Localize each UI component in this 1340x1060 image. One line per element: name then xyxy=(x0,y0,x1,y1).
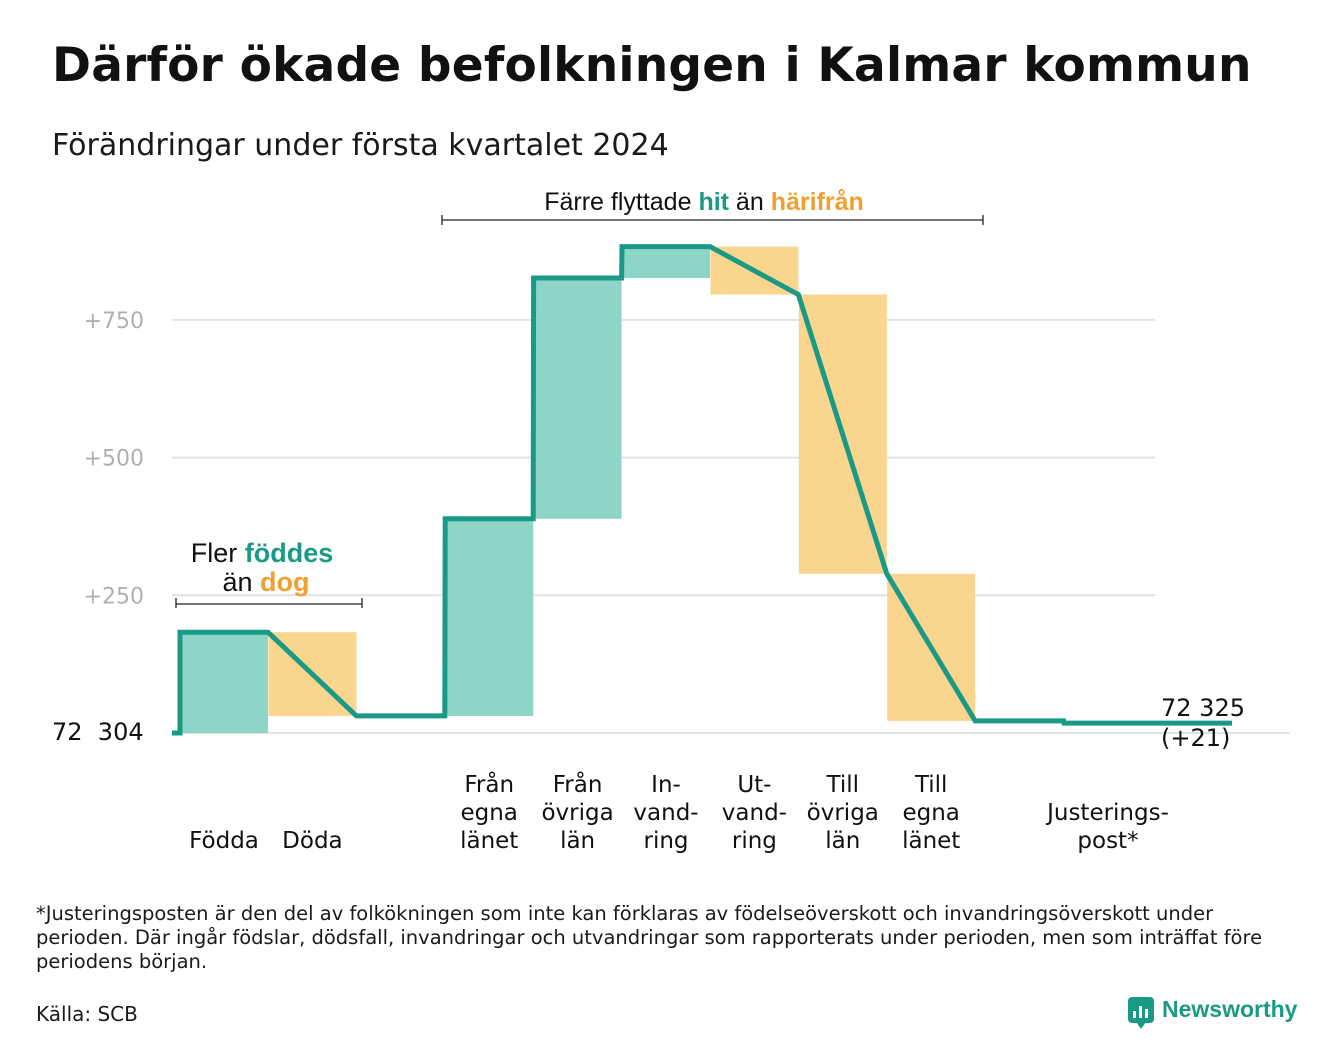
category-label-line: ring xyxy=(643,828,688,854)
category-label-line: län xyxy=(560,828,595,854)
births-annotation-prefix2: än xyxy=(222,567,260,597)
category-label-line: länet xyxy=(460,828,518,854)
category-label-line: Från xyxy=(553,770,603,798)
step-line xyxy=(172,244,1232,736)
migration-annotation-prefix: Färre flyttade xyxy=(544,188,698,216)
category-label-line: Justerings- xyxy=(1045,800,1169,826)
category-label: In-vand-ring xyxy=(633,772,698,854)
category-label-line: övriga xyxy=(807,800,879,826)
footnote: *Justeringsposten är den del av folkökni… xyxy=(36,902,1263,973)
end-value: 72 325 xyxy=(1161,694,1245,722)
category-label-line: länet xyxy=(902,828,960,854)
annotations: Fler föddes än dog Färre flyttade hit än… xyxy=(175,188,984,608)
births-annotation-highlight2: dog xyxy=(260,567,309,597)
category-label-line: Till xyxy=(826,772,860,798)
category-label: Döda xyxy=(282,828,342,854)
bars xyxy=(180,246,976,733)
category-label: Till övriga län xyxy=(807,772,879,854)
y-tick-label: +750 xyxy=(84,309,144,334)
category-label: Justerings-post* xyxy=(1045,800,1169,854)
category-label-line: vand- xyxy=(633,800,698,826)
brand-logo: Newsworthy xyxy=(1128,996,1298,1029)
bar-increase xyxy=(533,278,622,519)
category-label-line: post* xyxy=(1077,828,1138,854)
category-label: Födda xyxy=(189,828,259,854)
bar-increase xyxy=(622,246,710,279)
chart-subtitle: Förändringar under första kvartalet 2024 xyxy=(52,128,669,163)
migration-annotation: Färre flyttade hit än härifrån xyxy=(544,188,864,216)
gridlines: +250 +500 +750 xyxy=(84,309,1290,734)
newsworthy-icon xyxy=(1128,996,1154,1029)
category-label: Från övriga län xyxy=(541,770,613,854)
category-label: Ut-vand-ring xyxy=(722,772,787,854)
brand-name: Newsworthy xyxy=(1162,996,1298,1022)
migration-bracket xyxy=(441,215,984,225)
category-label-line: övriga xyxy=(541,800,613,826)
category-label-line: vand- xyxy=(722,800,787,826)
category-label-line: egna xyxy=(460,800,517,826)
category-label-line: Från xyxy=(464,770,514,798)
y-tick-label: +250 xyxy=(84,584,144,609)
migration-annotation-orange: härifrån xyxy=(771,188,864,216)
births-bracket xyxy=(175,598,363,608)
end-change: (+21) xyxy=(1161,724,1230,752)
births-annotation-line2: än dog xyxy=(222,567,309,597)
category-label-line: ring xyxy=(732,828,777,854)
start-value-label: 72 304 xyxy=(52,718,144,746)
bar-increase xyxy=(445,518,534,716)
cumulative-step-line xyxy=(172,244,1232,736)
migration-annotation-middle: än xyxy=(729,188,771,216)
bar-increase xyxy=(180,632,268,733)
category-label-line: län xyxy=(825,828,860,854)
category-label-line: egna xyxy=(902,800,959,826)
source-note: Källa: SCB xyxy=(36,1002,138,1026)
births-annotation-highlight: föddes xyxy=(245,538,334,568)
category-label: Från egna länet xyxy=(460,770,518,854)
category-label-line: Födda xyxy=(189,828,259,854)
category-label-line: Till xyxy=(914,772,948,798)
category-label: Till egna länet xyxy=(902,772,960,854)
category-label-line: Ut- xyxy=(737,772,771,798)
births-annotation-prefix: Fler xyxy=(191,538,245,568)
migration-annotation-teal: hit xyxy=(698,188,729,216)
end-value-label: 72 325 (+21) xyxy=(1161,694,1253,752)
births-annotation-line1: Fler föddes xyxy=(191,538,334,568)
category-label-line: Döda xyxy=(282,828,342,854)
chart-title: Därför ökade befolkningen i Kalmar kommu… xyxy=(52,38,1252,93)
y-tick-label: +500 xyxy=(84,447,144,472)
category-label-line: In- xyxy=(651,772,681,798)
